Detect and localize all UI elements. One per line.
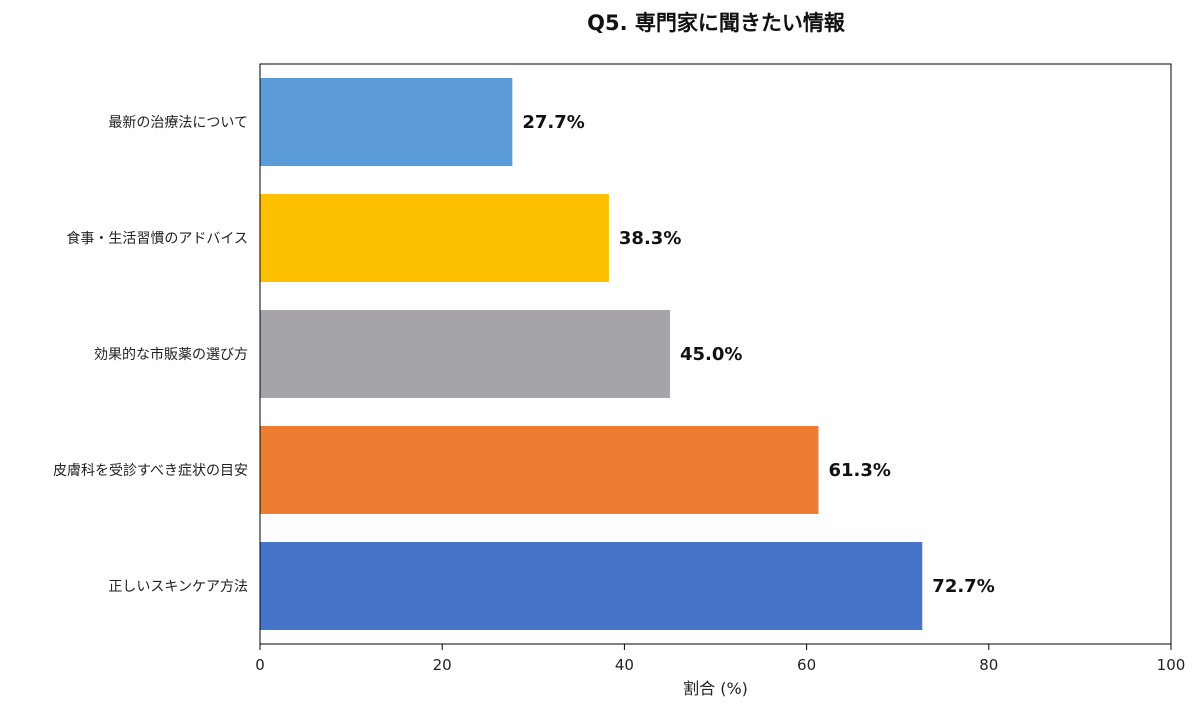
value-labels: 27.7% 38.3% 45.0% 61.3% 72.7% xyxy=(522,112,994,597)
bar-5 xyxy=(260,542,923,630)
category-label: 食事・生活習慣のアドバイス xyxy=(66,230,248,247)
category-label: 皮膚科を受診すべき症状の目安 xyxy=(53,463,248,479)
chart-title: Q5. 専門家に聞きたい情報 xyxy=(587,11,846,35)
value-label: 61.3% xyxy=(828,460,890,481)
value-label: 38.3% xyxy=(619,228,681,249)
category-labels: 最新の治療法について食事・生活習慣のアドバイス効果的な市販薬の選び方皮膚科を受診… xyxy=(53,114,248,595)
x-tick-label: 0 xyxy=(255,656,265,674)
x-tick-label: 40 xyxy=(615,656,634,674)
x-tick-label: 80 xyxy=(979,656,998,674)
bar-4 xyxy=(260,426,819,514)
x-axis-ticks: 0 20 40 60 80 100 xyxy=(255,644,1185,674)
category-label: 正しいスキンケア方法 xyxy=(108,579,248,595)
x-tick-label: 100 xyxy=(1157,656,1186,674)
x-axis-title: 割合 (%) xyxy=(683,679,748,698)
value-label: 27.7% xyxy=(522,112,584,133)
bar-1 xyxy=(260,78,513,166)
x-tick-label: 60 xyxy=(797,656,816,674)
x-tick-label: 20 xyxy=(433,656,452,674)
value-label: 72.7% xyxy=(932,576,994,597)
value-label: 45.0% xyxy=(680,344,742,365)
bar-3 xyxy=(260,310,670,398)
bars-group xyxy=(260,78,923,630)
bar-2 xyxy=(260,194,609,282)
category-label: 効果的な市販薬の選び方 xyxy=(94,346,248,363)
category-label: 最新の治療法について xyxy=(108,114,248,131)
plot-area-frame xyxy=(259,63,1172,645)
